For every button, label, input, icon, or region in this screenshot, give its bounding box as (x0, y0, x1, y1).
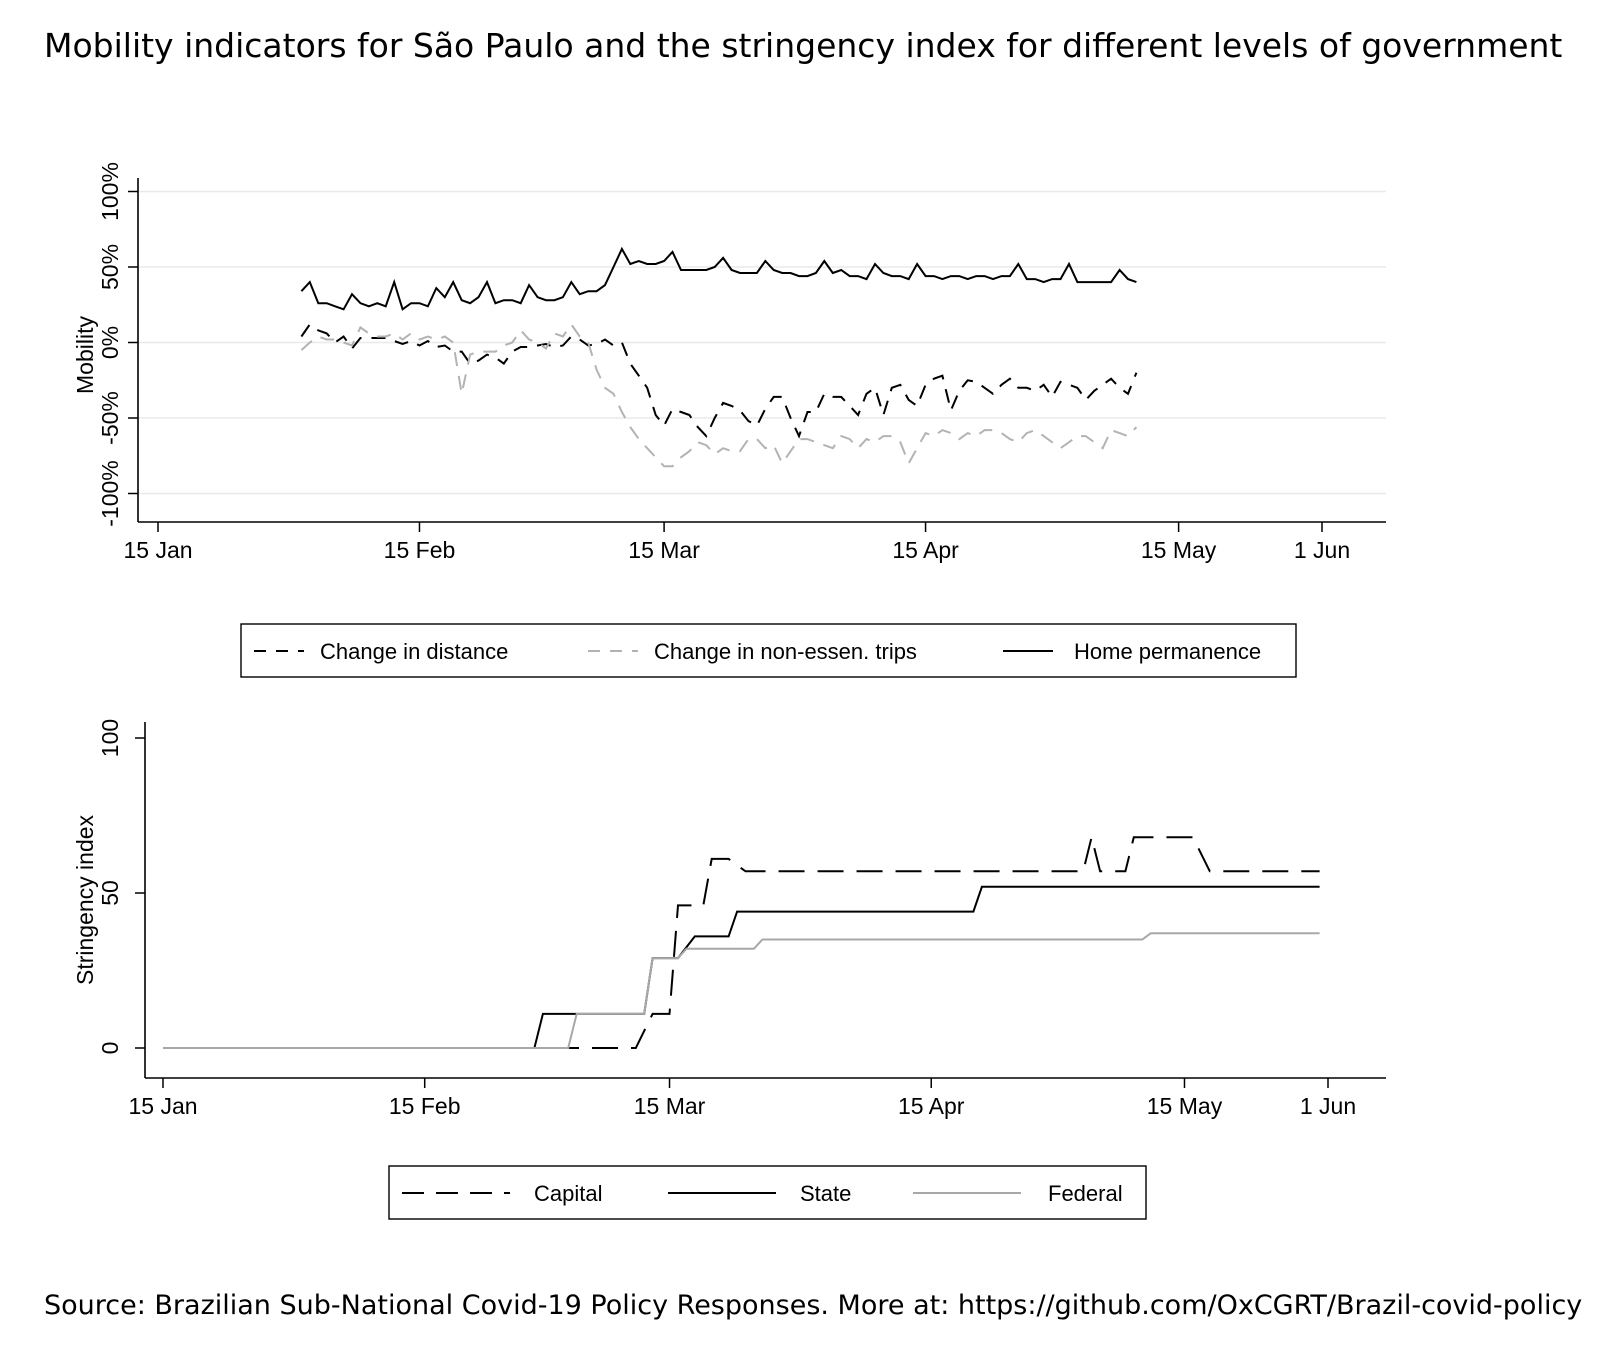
mobility-y-axis-title: Mobility (72, 316, 98, 394)
stringency-series-state (163, 885, 1320, 1049)
mobility-x-tick-label: 15 Mar (628, 537, 700, 563)
mobility-legend-box (240, 623, 1297, 678)
stringency-x-tick-label: 15 Feb (389, 1093, 461, 1119)
mobility-x-tick-label: 15 Feb (384, 537, 456, 563)
mobility-x-tick-label: 15 May (1141, 537, 1217, 563)
mobility-x-tick-label: 1 Jun (1294, 537, 1350, 563)
mobility-series-change-in-non-essen-trips (300, 322, 1138, 468)
stringency-x-tick-label: 1 Jun (1300, 1093, 1356, 1119)
mobility-series-group (300, 246, 1138, 468)
mobility-series-home-permanence (300, 246, 1137, 311)
legend-label-federal: Federal (1048, 1181, 1123, 1206)
stringency-y-axis-title: Stringency index (72, 814, 98, 985)
mobility-x-tick-label: 15 Jan (123, 537, 192, 563)
stringency-y-tick-label: 100 (97, 719, 123, 757)
legend-label-home-permanence: Home permanence (1074, 639, 1261, 664)
legend-label-state: State (800, 1181, 851, 1206)
stringency-series-federal (163, 932, 1320, 1049)
legend-label-capital: Capital (534, 1181, 602, 1206)
stringency-panel: 0 50 100 15 Jan 15 Feb 15 Mar 15 Apr 15 May 1 J… (72, 719, 1386, 1119)
legend-label-change-in-distance: Change in distance (320, 639, 508, 664)
mobility-y-tick-label: 0% (97, 326, 123, 359)
stringency-y-ticks: 0 50 100 (97, 719, 145, 1055)
mobility-x-tick-label: 15 Apr (892, 537, 959, 563)
stringency-series-capital (163, 836, 1320, 1049)
mobility-y-tick-label: 50% (97, 244, 123, 290)
stringency-x-tick-label: 15 Jan (128, 1093, 197, 1119)
stringency-y-tick-label: 0 (97, 1042, 123, 1055)
mobility-y-tick-label: -100% (97, 460, 123, 526)
stringency-y-tick-label: 50 (97, 880, 123, 906)
stringency-x-tick-label: 15 Mar (634, 1093, 706, 1119)
mobility-x-ticks: 15 Jan 15 Feb 15 Mar 15 Apr 15 May 1 Jun (123, 522, 1350, 563)
mobility-y-tick-label: -50% (97, 391, 123, 445)
page-title: Mobility indicators for São Paulo and th… (44, 26, 1563, 65)
stringency-x-ticks: 15 Jan 15 Feb 15 Mar 15 Apr 15 May 1 Jun (128, 1078, 1356, 1119)
mobility-legend: Change in distance Change in non-essen. … (240, 623, 1297, 678)
mobility-y-tick-label: 100% (97, 162, 123, 221)
mobility-y-ticks: -100% -50% 0% 50% 100% (97, 162, 138, 527)
stringency-x-tick-label: 15 Apr (898, 1093, 965, 1119)
mobility-gridlines (138, 190, 1386, 495)
source-note: Source: Brazilian Sub-National Covid-19 … (44, 1290, 1583, 1321)
stringency-series-group (163, 836, 1320, 1049)
mobility-series-change-in-distance (300, 323, 1138, 439)
stringency-legend: Capital State Federal (388, 1165, 1147, 1220)
legend-label-change-in-non-essen-trips: Change in non-essen. trips (654, 639, 917, 664)
mobility-panel: -100%-50%0%50%100% 15 Jan 15 Feb 15 Mar 15 … (72, 162, 1386, 563)
stringency-x-tick-label: 15 May (1147, 1093, 1223, 1119)
